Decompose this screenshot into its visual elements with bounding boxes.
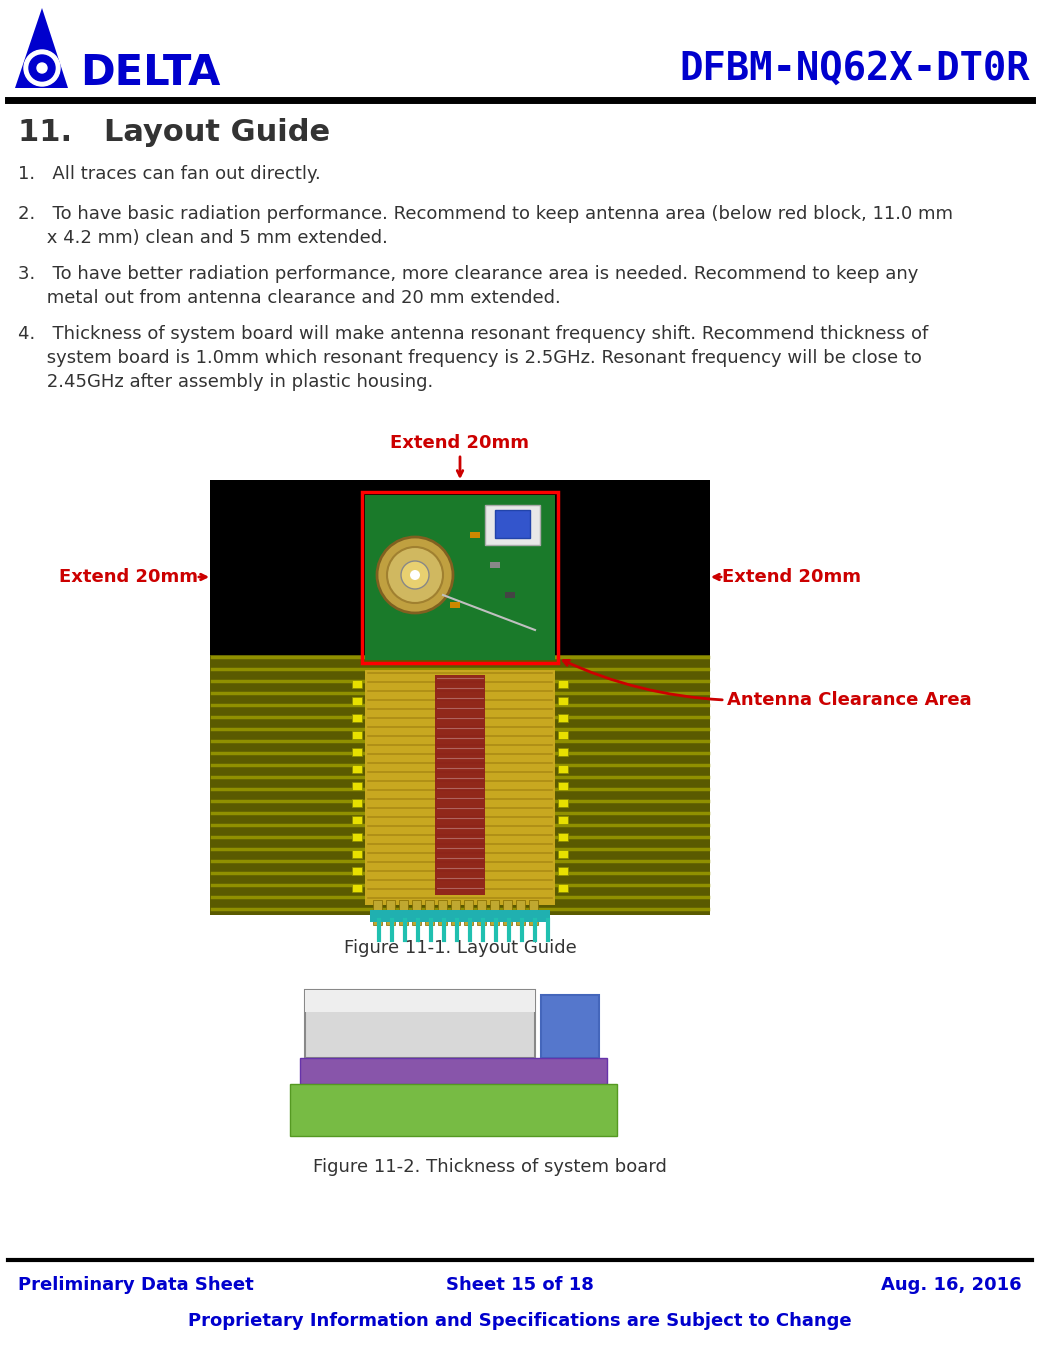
Bar <box>365 495 555 661</box>
Bar <box>558 766 568 772</box>
Text: metal out from antenna clearance and 20 mm extended.: metal out from antenna clearance and 20 … <box>18 288 561 307</box>
Bar <box>352 799 362 807</box>
Text: 4.   Thickness of system board will make antenna resonant frequency shift. Recom: 4. Thickness of system board will make a… <box>18 325 929 342</box>
Bar <box>300 1058 607 1084</box>
Text: ANT: ANT <box>554 1019 586 1033</box>
Bar <box>470 532 480 538</box>
Bar <box>490 562 500 568</box>
Text: Preliminary Data Sheet: Preliminary Data Sheet <box>18 1277 254 1294</box>
Bar <box>352 697 362 705</box>
Text: Figure 11-1. Layout Guide: Figure 11-1. Layout Guide <box>343 940 576 957</box>
Circle shape <box>378 537 453 613</box>
Bar <box>352 748 362 756</box>
Text: 2.45GHz after assembly in plastic housing.: 2.45GHz after assembly in plastic housin… <box>18 373 434 391</box>
Bar <box>352 731 362 739</box>
Bar <box>464 900 473 925</box>
Bar <box>558 816 568 824</box>
Bar <box>558 714 568 723</box>
Bar <box>438 900 447 925</box>
Text: 2.   To have basic radiation performance. Recommend to keep antenna area (below : 2. To have basic radiation performance. … <box>18 205 953 222</box>
Bar <box>450 603 460 608</box>
Bar <box>490 900 499 925</box>
Bar <box>352 833 362 841</box>
Text: Extend 20mm: Extend 20mm <box>390 434 529 452</box>
Bar <box>529 900 538 925</box>
Bar <box>541 995 599 1058</box>
Text: Figure 11-2. Thickness of system board: Figure 11-2. Thickness of system board <box>313 1158 667 1175</box>
Text: Antenna Clearance Area: Antenna Clearance Area <box>727 692 971 709</box>
Text: Shielding: Shielding <box>365 1014 475 1034</box>
Bar <box>558 731 568 739</box>
Bar <box>305 989 535 1058</box>
Bar <box>558 799 568 807</box>
Bar <box>290 1084 617 1136</box>
Bar <box>495 510 530 538</box>
Bar <box>412 900 421 925</box>
Bar <box>365 670 555 905</box>
Circle shape <box>401 561 430 589</box>
Bar <box>451 900 460 925</box>
Text: Proprietary Information and Specifications are Subject to Change: Proprietary Information and Specificatio… <box>188 1312 852 1330</box>
Circle shape <box>37 63 47 73</box>
Text: 1.   All traces can fan out directly.: 1. All traces can fan out directly. <box>18 164 320 183</box>
Circle shape <box>387 547 443 603</box>
Bar <box>516 900 525 925</box>
Bar <box>210 655 710 915</box>
Bar <box>352 766 362 772</box>
Bar <box>425 900 434 925</box>
Bar <box>485 506 540 545</box>
Bar <box>558 748 568 756</box>
Bar <box>352 679 362 687</box>
Text: 3.   To have better radiation performance, more clearance area is needed. Recomm: 3. To have better radiation performance,… <box>18 266 918 283</box>
Bar <box>558 867 568 875</box>
Circle shape <box>29 55 55 81</box>
Text: System Board,  (1.0mm): System Board, (1.0mm) <box>330 1101 576 1119</box>
Polygon shape <box>15 8 68 88</box>
Text: Aug. 16, 2016: Aug. 16, 2016 <box>881 1277 1022 1294</box>
Bar <box>373 900 382 925</box>
Circle shape <box>24 50 60 86</box>
Bar <box>435 675 485 895</box>
Text: Extend 20mm: Extend 20mm <box>59 568 198 586</box>
Bar <box>477 900 486 925</box>
Circle shape <box>410 570 420 580</box>
Bar <box>352 816 362 824</box>
Bar <box>352 714 362 723</box>
Bar <box>352 867 362 875</box>
Bar <box>386 900 395 925</box>
Bar <box>352 884 362 892</box>
Bar <box>352 782 362 790</box>
Text: x 4.2 mm) clean and 5 mm extended.: x 4.2 mm) clean and 5 mm extended. <box>18 229 388 247</box>
Bar <box>558 782 568 790</box>
Text: Module PCB: Module PCB <box>397 1062 509 1080</box>
Bar <box>399 900 408 925</box>
Bar <box>558 851 568 857</box>
Bar <box>370 910 550 922</box>
Bar <box>503 900 512 925</box>
Bar <box>362 492 558 663</box>
Text: Extend 20mm: Extend 20mm <box>722 568 861 586</box>
Bar <box>305 989 535 1012</box>
Text: 11.   Layout Guide: 11. Layout Guide <box>18 119 330 147</box>
Text: DELTA: DELTA <box>80 53 220 94</box>
Bar <box>210 480 710 915</box>
Text: Sheet 15 of 18: Sheet 15 of 18 <box>446 1277 594 1294</box>
Bar <box>558 679 568 687</box>
Bar <box>558 884 568 892</box>
Bar <box>352 851 362 857</box>
Text: system board is 1.0mm which resonant frequency is 2.5GHz. Resonant frequency wil: system board is 1.0mm which resonant fre… <box>18 349 921 367</box>
Bar <box>558 833 568 841</box>
Bar <box>558 697 568 705</box>
Bar <box>505 592 515 599</box>
Text: DFBM-NQ62X-DT0R: DFBM-NQ62X-DT0R <box>679 50 1030 88</box>
